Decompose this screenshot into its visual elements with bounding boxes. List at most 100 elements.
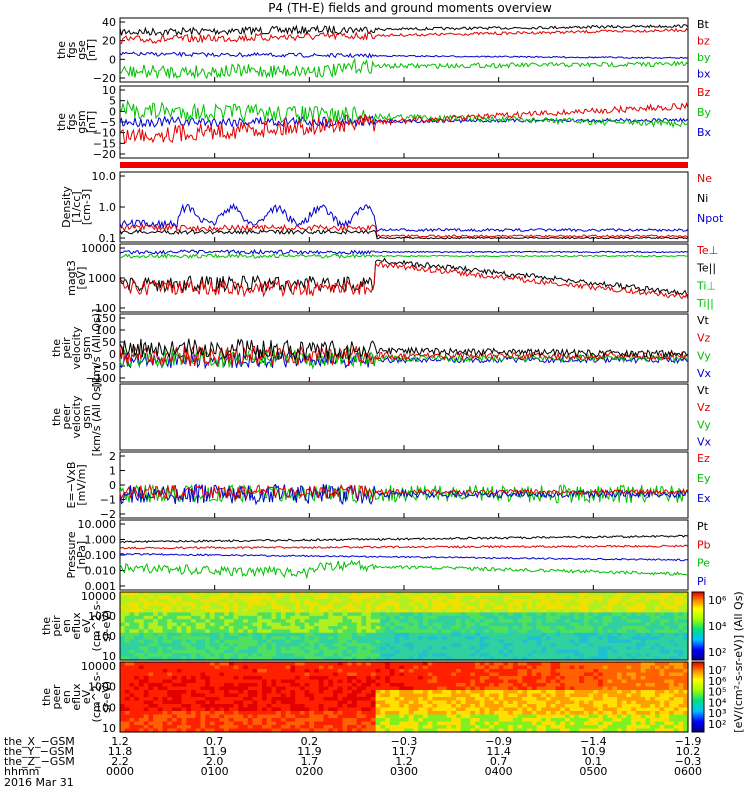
y-axis-label: peer (50, 684, 63, 710)
spectrogram-cell (314, 683, 320, 688)
spectrogram-cell (503, 592, 509, 596)
spectrogram-cell (257, 626, 263, 630)
spectrogram-cell (479, 602, 485, 607)
spectrogram-cell (664, 693, 670, 698)
spectrogram-cell (299, 622, 306, 627)
spectrogram-cell (276, 697, 282, 702)
spectrogram-cell (157, 693, 164, 698)
spectrogram-cell (214, 693, 220, 698)
spectrogram-cell (588, 643, 594, 647)
spectrogram-cell (219, 632, 225, 637)
spectrogram-cell (456, 639, 462, 644)
spectrogram-cell (422, 697, 429, 702)
spectrogram-cell (299, 602, 306, 607)
spectrogram-cell (456, 619, 462, 624)
spectrogram-cell (134, 649, 140, 654)
spectrogram-cell (555, 728, 561, 733)
spectrogram-cell (408, 697, 414, 702)
spectrogram-cell (243, 632, 249, 637)
spectrogram-cell (124, 662, 130, 667)
spectrogram-cell (399, 619, 405, 624)
spectrogram-cell (664, 721, 670, 726)
legend-entry: Bz (697, 86, 711, 99)
spectrogram-cell (664, 683, 670, 688)
spectrogram-cell (276, 676, 282, 681)
spectrogram-cell (541, 643, 547, 647)
spectrogram-cell (470, 609, 476, 613)
spectrogram-cell (295, 598, 301, 603)
spectrogram-cell (465, 622, 471, 627)
spectrogram-cell (541, 707, 547, 712)
spectrogram-cell (531, 602, 538, 607)
spectrogram-cell (157, 626, 164, 630)
spectrogram-cell (233, 669, 239, 674)
spectrogram-cell (129, 649, 135, 654)
spectrogram-cell (238, 662, 244, 667)
spectrogram-cell (323, 619, 329, 624)
spectrogram-cell (271, 700, 277, 705)
spectrogram-cell (437, 598, 443, 603)
spectrogram-cell (361, 686, 367, 691)
spectrogram-cell (441, 592, 448, 596)
spectrogram-cell (195, 605, 201, 610)
spectrogram-cell (333, 714, 339, 719)
spectrogram-cell (451, 605, 457, 610)
spectrogram-cell (437, 629, 443, 634)
spectrogram-cell (550, 643, 556, 647)
spectrogram-cell (351, 649, 358, 654)
spectrogram-cell (209, 690, 216, 695)
spectrogram-cell (607, 643, 613, 647)
spectrogram-cell (285, 639, 291, 644)
spectrogram-cell (583, 683, 590, 688)
spectrogram-cell (645, 669, 651, 674)
spectrogram-cell (124, 615, 130, 620)
spectrogram-cell (527, 653, 533, 658)
spectrogram-cell (617, 690, 623, 695)
spectrogram-cell (484, 656, 490, 661)
spectrogram-cell (432, 665, 438, 670)
spectrogram-cell (328, 629, 334, 634)
spectrogram-cell (176, 711, 183, 716)
spectrogram-cell (441, 728, 448, 733)
spectrogram-cell (394, 626, 400, 630)
spectrogram-cell (555, 714, 561, 719)
spectrogram-cell (574, 686, 580, 691)
spectrogram-cell (290, 622, 296, 627)
spectrogram-cell (333, 595, 339, 600)
spectrogram-cell (347, 679, 353, 684)
spectrogram-cell (200, 697, 206, 702)
spectrogram-cell (271, 602, 277, 607)
spectrogram-cell (120, 592, 126, 596)
spectrogram-cell (153, 683, 159, 688)
spectrogram-cell (309, 626, 315, 630)
spectrogram-cell (394, 646, 400, 651)
spectrogram-cell (546, 665, 552, 670)
spectrogram-cell (489, 595, 495, 600)
spectrogram-cell (479, 662, 485, 667)
spectrogram-cell (399, 636, 405, 641)
spectrogram-cell (280, 721, 287, 726)
spectrogram-cell (446, 649, 452, 654)
spectrogram-cell (243, 605, 249, 610)
spectrogram-cell (351, 609, 358, 613)
spectrogram-cell (654, 700, 661, 705)
spectrogram-cell (167, 721, 173, 726)
spectrogram-cell (309, 721, 315, 726)
spectrogram-cell (560, 639, 566, 644)
spectrogram-cell (437, 721, 443, 726)
spectrogram-cell (233, 598, 239, 603)
spectrogram-cell (385, 602, 391, 607)
spectrogram-cell (347, 662, 353, 667)
spectrogram-cell (389, 622, 396, 627)
spectrogram-cell (593, 615, 599, 620)
spectrogram-cell (134, 605, 140, 610)
spectrogram-cell (498, 690, 504, 695)
spectrogram-cell (546, 672, 552, 677)
spectrogram-cell (446, 672, 452, 677)
spectrogram-cell (243, 615, 249, 620)
spectrogram-cell (475, 605, 481, 610)
spectrogram-cell (408, 595, 414, 600)
spectrogram-cell (617, 602, 623, 607)
spectrogram-cell (262, 595, 268, 600)
spectrogram-cell (422, 704, 429, 709)
